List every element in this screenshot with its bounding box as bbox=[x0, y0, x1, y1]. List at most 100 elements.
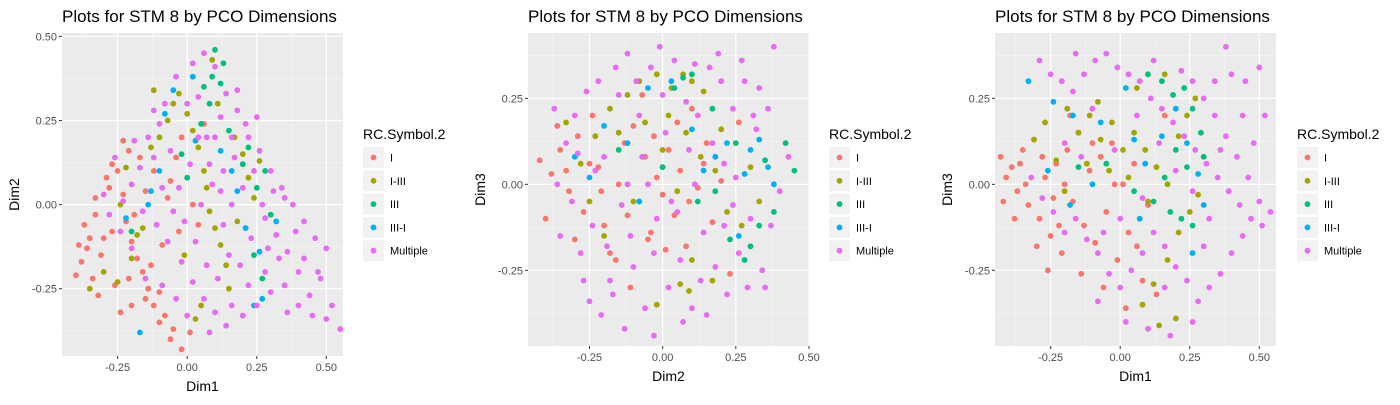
data-point bbox=[217, 242, 224, 248]
data-point bbox=[595, 78, 602, 85]
legend-label: I bbox=[1324, 153, 1327, 165]
data-point bbox=[700, 229, 707, 236]
x-tick-label: 0.25 bbox=[1179, 352, 1200, 364]
data-point bbox=[747, 215, 754, 222]
data-point bbox=[217, 147, 224, 154]
legend-key-dot bbox=[836, 154, 843, 161]
legend-key-dot bbox=[370, 247, 377, 254]
data-point bbox=[123, 164, 129, 171]
data-point bbox=[709, 140, 716, 147]
data-point bbox=[756, 136, 763, 143]
data-point bbox=[1078, 270, 1085, 277]
data-point bbox=[142, 188, 149, 195]
data-point bbox=[1250, 140, 1257, 147]
data-point bbox=[1172, 147, 1179, 153]
data-point bbox=[762, 284, 768, 291]
data-point bbox=[665, 284, 672, 291]
data-point bbox=[245, 282, 252, 289]
data-point bbox=[1139, 195, 1146, 202]
data-point bbox=[730, 105, 736, 112]
data-point bbox=[1181, 85, 1188, 91]
data-point bbox=[642, 119, 648, 126]
data-point bbox=[1053, 157, 1060, 164]
data-point bbox=[768, 222, 774, 229]
data-point bbox=[624, 181, 631, 188]
data-point bbox=[604, 243, 610, 250]
data-point bbox=[267, 289, 274, 295]
data-point bbox=[262, 168, 268, 174]
data-point bbox=[248, 235, 255, 242]
data-point bbox=[683, 243, 689, 250]
data-point bbox=[548, 171, 555, 177]
data-point bbox=[680, 74, 686, 81]
data-point bbox=[120, 137, 127, 144]
data-point bbox=[1161, 174, 1168, 181]
data-point bbox=[78, 258, 85, 265]
y-axis-title: Dim3 bbox=[939, 173, 955, 206]
data-point bbox=[1097, 153, 1104, 160]
data-point bbox=[267, 168, 274, 174]
data-point bbox=[589, 112, 596, 119]
legend-label: III-I bbox=[1324, 222, 1340, 234]
data-point bbox=[128, 181, 135, 188]
data-point bbox=[1184, 164, 1190, 171]
data-point bbox=[184, 174, 191, 181]
data-point bbox=[633, 78, 640, 85]
data-point bbox=[189, 60, 196, 67]
data-point bbox=[1203, 160, 1210, 167]
data-point bbox=[1228, 71, 1235, 78]
data-point bbox=[1070, 112, 1076, 119]
data-point bbox=[173, 154, 180, 161]
data-point bbox=[744, 284, 751, 291]
data-point bbox=[195, 134, 202, 141]
data-point bbox=[689, 71, 695, 78]
data-point bbox=[1172, 264, 1179, 270]
data-point bbox=[189, 127, 196, 134]
data-point bbox=[159, 184, 166, 191]
data-point bbox=[1097, 136, 1104, 143]
data-point bbox=[128, 245, 135, 252]
x-tick-label: -0.25 bbox=[1038, 352, 1063, 364]
data-point bbox=[312, 235, 319, 242]
data-point bbox=[206, 100, 213, 107]
legend-key-dot bbox=[370, 154, 377, 161]
data-point bbox=[1200, 95, 1207, 102]
data-point bbox=[1225, 188, 1232, 195]
data-point bbox=[234, 188, 241, 195]
data-point bbox=[1139, 250, 1146, 256]
data-point bbox=[592, 133, 599, 140]
data-point bbox=[554, 123, 561, 129]
data-point bbox=[86, 235, 93, 242]
data-point bbox=[583, 88, 590, 95]
data-point bbox=[1145, 71, 1151, 78]
data-point bbox=[1228, 250, 1235, 256]
data-point bbox=[671, 57, 678, 64]
data-point bbox=[1022, 181, 1029, 188]
data-point bbox=[1198, 129, 1204, 136]
data-point bbox=[1134, 243, 1140, 250]
data-point bbox=[100, 191, 107, 198]
data-point bbox=[645, 236, 651, 243]
data-point bbox=[1153, 291, 1160, 298]
data-point bbox=[686, 147, 692, 153]
data-point bbox=[134, 232, 141, 238]
data-point bbox=[281, 195, 288, 201]
data-point bbox=[598, 188, 605, 195]
data-point bbox=[1164, 257, 1171, 263]
data-point bbox=[189, 279, 196, 285]
data-point bbox=[1139, 277, 1146, 284]
data-point bbox=[762, 157, 768, 164]
data-point bbox=[1050, 98, 1057, 105]
data-point bbox=[1189, 319, 1196, 325]
data-point bbox=[301, 218, 307, 225]
data-point bbox=[1178, 215, 1185, 222]
data-point bbox=[228, 134, 235, 141]
data-point bbox=[771, 209, 777, 215]
data-point bbox=[756, 85, 763, 91]
data-point bbox=[1045, 167, 1051, 174]
data-point bbox=[677, 257, 684, 263]
data-point bbox=[1114, 257, 1121, 263]
data-point bbox=[226, 285, 232, 292]
data-point bbox=[662, 246, 669, 253]
data-point bbox=[659, 164, 666, 171]
